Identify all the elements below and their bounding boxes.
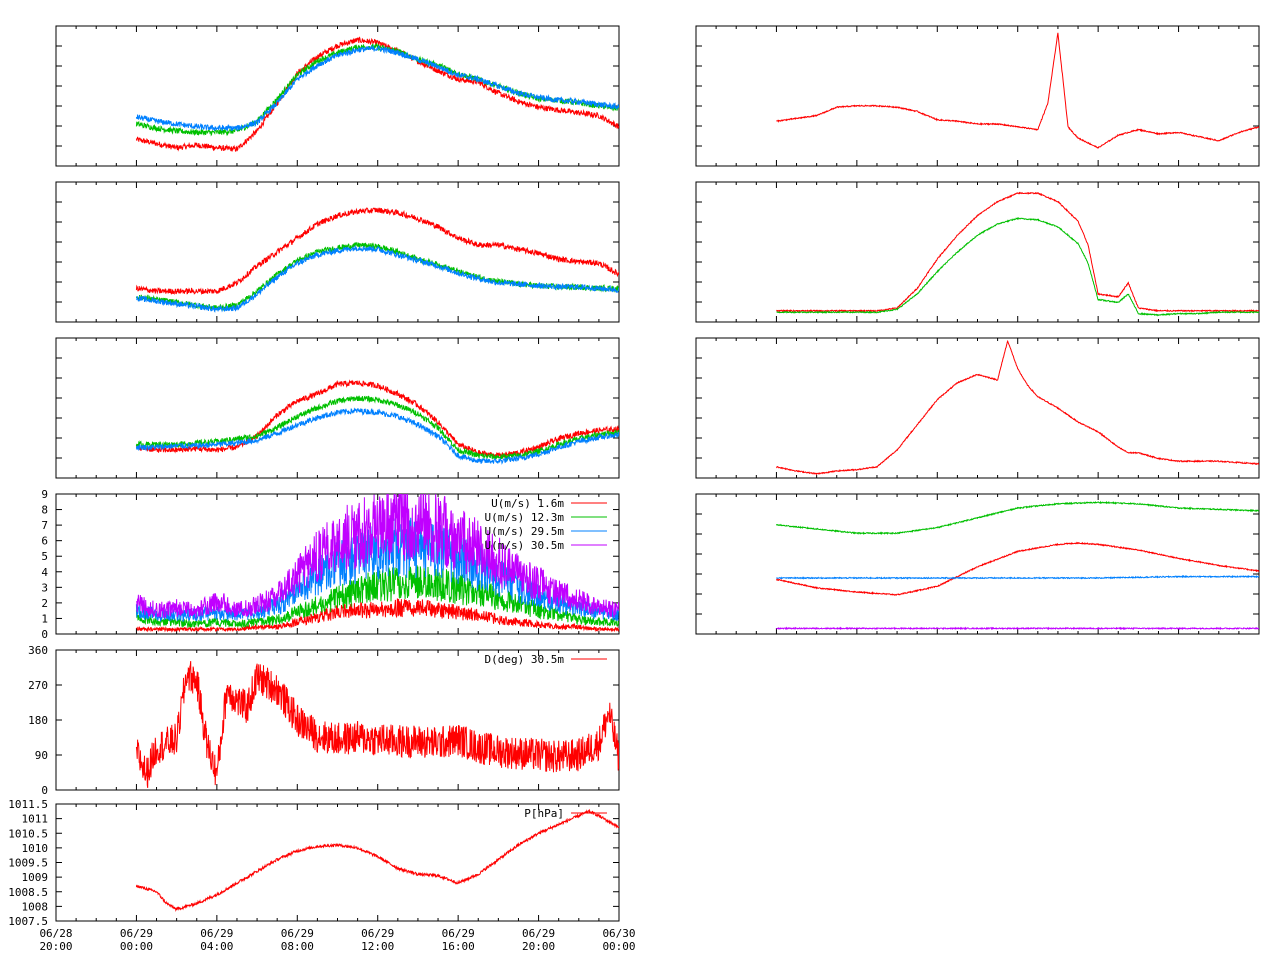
chart-panel-1 [55,25,620,167]
series-line-1 [776,191,1259,313]
x-tick-label-time: 16:00 [442,940,475,953]
legend-label: U(m/s) 12.3m [485,511,565,524]
plot-frame [55,803,620,922]
y-tick-label: 1011.5 [8,798,48,811]
x-tick-label-time: 08:00 [281,940,314,953]
y-tick-label: 3 [41,581,48,594]
y-tick-label: 9 [41,488,48,501]
chart-panel-6: 1007.510081008.510091009.510101010.51011… [8,798,620,928]
series-line-1 [775,500,1259,535]
chart-panel-10 [695,493,1260,635]
y-tick-label: 1010 [22,842,49,855]
series-line-1 [775,339,1259,476]
x-tick-label-date: 06/29 [442,927,475,940]
series-line-1 [776,32,1259,149]
legend-label: U(m/s) 1.6m [491,497,564,510]
y-tick-label: 4 [41,566,48,579]
x-tick-label-time: 00:00 [602,940,635,953]
series-line-2 [135,241,619,312]
x-tick-label-date: 06/29 [522,927,555,940]
series-line-2 [775,541,1259,596]
y-tick-label: 8 [41,504,48,517]
x-tick-label-date: 06/29 [361,927,394,940]
series-line-1 [135,808,619,913]
series-line-2 [776,217,1259,317]
series-line-3 [135,517,619,622]
series-line-1 [135,379,619,460]
series-line-1 [135,661,619,788]
y-tick-label: 1009.5 [8,857,48,870]
plot-frame [695,493,1260,635]
y-tick-label: 1011 [22,813,49,826]
y-tick-label: 1009 [22,871,49,884]
y-tick-label: 90 [35,749,48,762]
x-tick-label-date: 06/30 [602,927,635,940]
x-tick-label-time: 12:00 [361,940,394,953]
series-line-3 [135,407,619,465]
series-line-1 [136,598,619,633]
series-line-1 [135,207,619,296]
series-line-4 [136,494,619,619]
y-tick-label: 7 [41,519,48,532]
series-line-3 [135,44,619,132]
plot-frame [55,337,620,479]
y-tick-label: 2 [41,597,48,610]
plot-frame [695,337,1260,479]
series-line-2 [135,565,619,629]
x-tick-label-time: 00:00 [120,940,153,953]
y-tick-label: 6 [41,535,48,548]
legend-label: P[hPa] [524,807,564,820]
plot-frame [695,181,1260,323]
x-tick-label-date: 06/29 [281,927,314,940]
x-tick-label-date: 06/29 [120,927,153,940]
x-tick-label-date: 06/28 [39,927,72,940]
y-tick-label: 360 [28,644,48,657]
y-tick-label: 1007.5 [8,915,48,928]
chart-panel-9 [695,337,1260,479]
y-tick-label: 1 [41,612,48,625]
chart-panel-2 [55,181,620,323]
legend-label: U(m/s) 29.5m [485,525,565,538]
chart-panel-5: 0 90 180 270 360 D(deg) 30.5m [28,644,620,797]
series-line-2 [135,42,619,137]
x-tick-label-time: 04:00 [200,940,233,953]
y-tick-label: 1008 [22,900,49,913]
plot-frame [695,25,1260,167]
y-tick-label: 0 [41,784,48,797]
x-tick-label-date: 06/29 [200,927,233,940]
y-tick-label: 270 [28,679,48,692]
series-line-3 [136,245,619,313]
series-line-3 [775,574,1259,580]
legend-label: D(deg) 30.5m [485,653,565,666]
y-tick-label: 180 [28,714,48,727]
series-line-1 [135,36,619,152]
chart-panel-7 [695,25,1260,167]
x-tick-label-time: 20:00 [522,940,555,953]
x-tick-label-time: 20:00 [39,940,72,953]
chart-panel-3 [55,337,620,479]
chart-panel-8 [695,181,1260,323]
y-tick-label: 1008.5 [8,886,48,899]
series-line-4 [775,626,1259,631]
y-tick-label: 1010.5 [8,827,48,840]
y-tick-label: 0 [41,628,48,641]
legend-label: U(m/s) 30.5m [485,539,565,552]
y-tick-label: 5 [41,550,48,563]
